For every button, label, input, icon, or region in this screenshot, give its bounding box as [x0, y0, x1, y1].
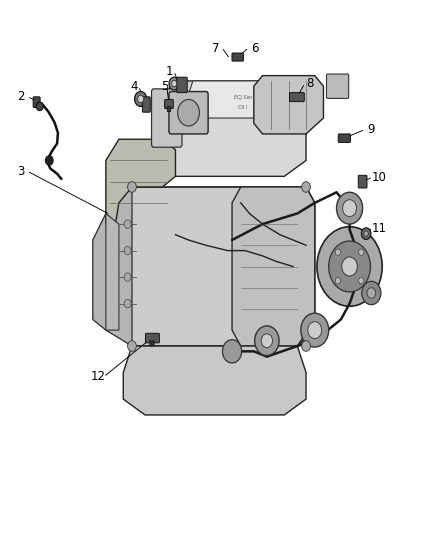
Text: 5: 5	[161, 80, 168, 93]
FancyBboxPatch shape	[150, 341, 154, 346]
Circle shape	[359, 278, 364, 284]
Text: ECJ Swi: ECJ Swi	[234, 95, 252, 100]
Circle shape	[343, 200, 357, 216]
Circle shape	[124, 246, 131, 255]
FancyBboxPatch shape	[145, 333, 159, 343]
Circle shape	[46, 156, 53, 165]
Text: 8: 8	[307, 77, 314, 90]
FancyBboxPatch shape	[33, 97, 40, 108]
Circle shape	[124, 273, 131, 281]
FancyBboxPatch shape	[338, 134, 350, 142]
Circle shape	[178, 100, 199, 126]
Text: 7: 7	[212, 42, 219, 54]
Circle shape	[317, 227, 382, 306]
Circle shape	[124, 300, 131, 308]
Circle shape	[362, 281, 381, 305]
FancyBboxPatch shape	[326, 74, 349, 99]
Circle shape	[172, 80, 177, 87]
FancyBboxPatch shape	[358, 175, 367, 188]
FancyBboxPatch shape	[169, 92, 208, 134]
Text: 11: 11	[372, 222, 387, 235]
Circle shape	[361, 228, 371, 239]
Circle shape	[127, 341, 136, 351]
Polygon shape	[184, 81, 289, 118]
Text: CII I: CII I	[238, 105, 247, 110]
Circle shape	[335, 278, 340, 284]
Text: 12: 12	[91, 370, 106, 383]
Circle shape	[335, 249, 340, 255]
Circle shape	[359, 249, 364, 255]
FancyBboxPatch shape	[167, 107, 171, 112]
Text: 9: 9	[367, 123, 375, 136]
Circle shape	[308, 321, 322, 338]
Circle shape	[302, 182, 311, 192]
Polygon shape	[93, 187, 132, 346]
Circle shape	[127, 182, 136, 192]
Circle shape	[223, 340, 242, 363]
Circle shape	[328, 241, 371, 292]
Text: 2: 2	[17, 90, 25, 103]
Text: 3: 3	[17, 165, 25, 177]
Polygon shape	[119, 187, 315, 346]
FancyBboxPatch shape	[177, 77, 187, 93]
FancyBboxPatch shape	[152, 89, 182, 147]
Circle shape	[364, 231, 368, 236]
Text: 4: 4	[131, 80, 138, 93]
Circle shape	[124, 220, 131, 228]
Circle shape	[134, 92, 147, 107]
Text: 6: 6	[251, 42, 259, 54]
Polygon shape	[106, 214, 119, 330]
Circle shape	[336, 192, 363, 224]
Circle shape	[342, 257, 357, 276]
Circle shape	[138, 95, 144, 103]
Polygon shape	[232, 187, 315, 346]
Circle shape	[254, 326, 279, 356]
FancyBboxPatch shape	[165, 100, 173, 109]
Polygon shape	[162, 81, 306, 176]
Circle shape	[367, 288, 376, 298]
Circle shape	[302, 341, 311, 351]
FancyBboxPatch shape	[142, 97, 150, 112]
FancyBboxPatch shape	[290, 93, 304, 102]
Circle shape	[301, 313, 328, 347]
Text: 10: 10	[372, 171, 387, 184]
Circle shape	[261, 334, 272, 348]
Polygon shape	[123, 346, 306, 415]
FancyBboxPatch shape	[232, 53, 244, 61]
Text: 1: 1	[165, 65, 173, 78]
Polygon shape	[254, 76, 323, 134]
Polygon shape	[106, 139, 176, 229]
Circle shape	[169, 77, 180, 90]
Circle shape	[36, 102, 43, 111]
